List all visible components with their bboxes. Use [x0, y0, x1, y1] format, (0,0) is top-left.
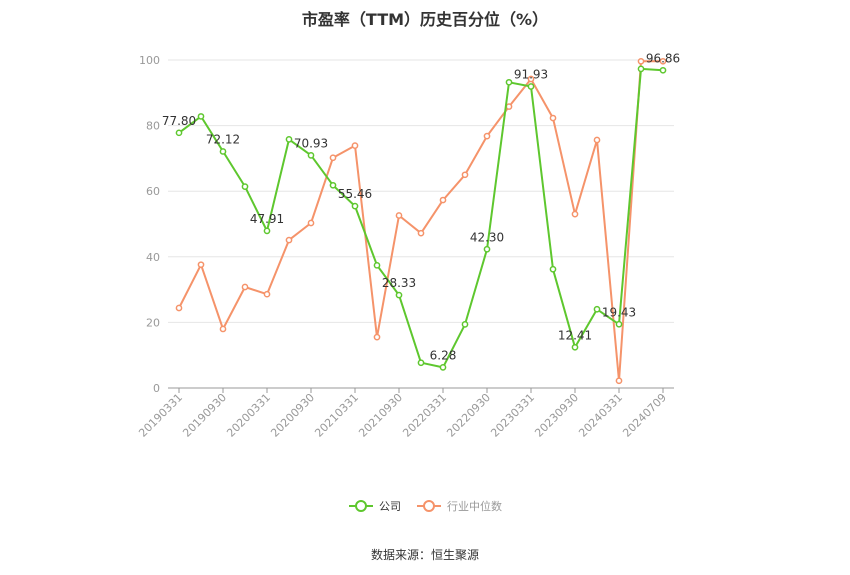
legend-item-company[interactable]: 公司 [349, 500, 401, 513]
data-labels: 77.80 72.12 47.91 70.93 55.46 28.33 6.28 42.30 9… [162, 51, 680, 362]
x-tick-label: 20200331 [224, 391, 273, 440]
data-label: 6.28 [430, 348, 457, 362]
data-point [571, 343, 579, 351]
legend-item-industry-median[interactable]: 行业中位数 [417, 499, 502, 513]
data-label: 55.46 [338, 187, 372, 201]
data-point [373, 333, 381, 341]
data-point [175, 304, 183, 312]
data-point [197, 261, 205, 269]
x-tick-label: 20230331 [488, 391, 537, 440]
data-point [329, 154, 337, 162]
data-label: 91.93 [514, 67, 548, 81]
x-tick-label: 20220331 [400, 391, 449, 440]
data-point [549, 265, 557, 273]
data-point [571, 210, 579, 218]
x-tick-label: 20210930 [356, 391, 405, 440]
data-label: 72.12 [206, 132, 240, 146]
data-point [461, 171, 469, 179]
axes: 0 20 40 60 80 100 2019033120190930202003312020… [136, 54, 674, 440]
legend-label: 公司 [379, 500, 401, 513]
data-point [175, 129, 183, 137]
data-label: 70.93 [294, 136, 328, 150]
y-tick-label: 80 [146, 120, 160, 133]
data-point [637, 57, 645, 65]
data-point [593, 305, 601, 313]
data-point [527, 83, 535, 90]
data-point [395, 212, 403, 219]
data-source-note: 数据来源：恒生聚源 [370, 548, 479, 562]
data-label: 96.86 [646, 51, 680, 65]
data-point [219, 325, 227, 333]
data-point [483, 132, 491, 140]
data-label: 19.43 [602, 305, 636, 319]
data-label: 77.80 [162, 114, 196, 128]
y-tick-label: 40 [146, 251, 160, 264]
data-point [263, 227, 271, 235]
data-point [615, 320, 623, 328]
data-point [197, 113, 205, 120]
data-point [241, 283, 249, 291]
data-point [439, 364, 447, 371]
data-point [505, 103, 513, 110]
legend[interactable]: 公司 行业中位数 [349, 499, 502, 513]
x-tick-label: 20220930 [444, 391, 493, 440]
data-point [417, 359, 425, 367]
data-point [615, 377, 623, 385]
y-tick-label: 20 [146, 316, 160, 329]
y-tick-label: 0 [153, 382, 160, 395]
data-label: 28.33 [382, 276, 416, 290]
x-tick-label: 20190930 [180, 391, 229, 440]
data-label: 47.91 [250, 212, 284, 226]
data-point [483, 245, 491, 253]
series-layer [175, 57, 667, 385]
data-point [527, 75, 535, 83]
data-point [637, 65, 645, 73]
x-tick-label: 20240331 [576, 391, 625, 440]
chart-title: 市盈率（TTM）历史百分位（%） [301, 10, 549, 29]
y-tick-label: 60 [146, 185, 160, 198]
x-tick-label: 20190331 [136, 391, 185, 440]
x-tick-label: 20240709 [620, 391, 669, 440]
data-point [307, 151, 315, 159]
x-tick-label: 20210331 [312, 391, 361, 440]
data-point [351, 142, 359, 149]
data-point [395, 291, 403, 299]
data-label: 12.41 [558, 328, 592, 342]
data-point [659, 57, 667, 65]
gridlines [168, 59, 674, 323]
data-point [373, 261, 381, 269]
y-tick-label: 100 [139, 54, 160, 67]
data-point [263, 290, 271, 298]
data-point [505, 78, 513, 86]
legend-marker [423, 500, 435, 512]
x-tick-label: 20230930 [532, 391, 581, 440]
data-label: 42.30 [470, 230, 504, 244]
legend-marker [355, 500, 367, 512]
data-point [307, 219, 315, 227]
data-point [351, 202, 359, 210]
data-point [659, 66, 667, 74]
data-point [285, 236, 293, 244]
data-point [461, 321, 469, 328]
x-tick-label: 20200930 [268, 391, 317, 440]
data-point [417, 229, 425, 237]
legend-label: 行业中位数 [447, 499, 502, 513]
data-point [329, 181, 337, 189]
data-point [241, 183, 249, 190]
data-point [219, 148, 227, 155]
data-point [593, 136, 601, 144]
data-point [549, 114, 557, 122]
data-point [439, 196, 447, 204]
data-point [285, 136, 293, 143]
